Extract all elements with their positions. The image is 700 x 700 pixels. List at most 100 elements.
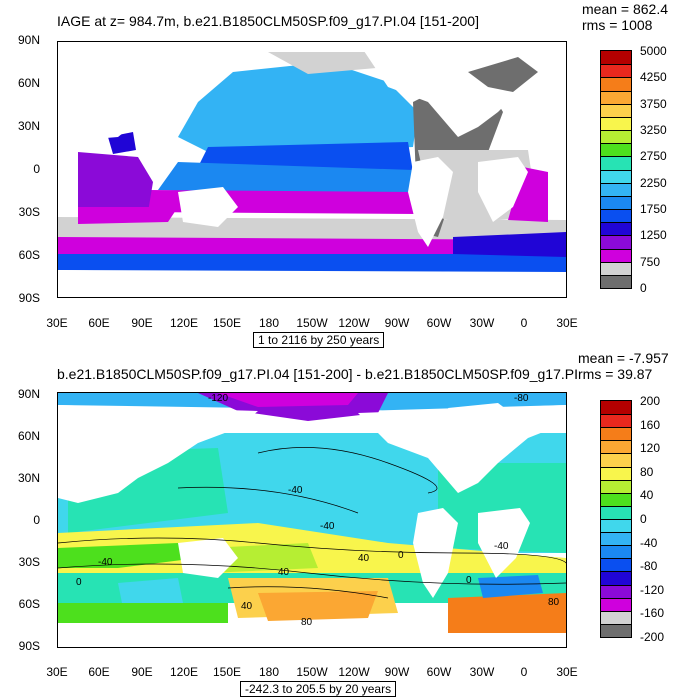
- colorbar-swatch: [601, 51, 631, 65]
- colorbar-label: 120: [640, 441, 661, 456]
- colorbar-swatch: [601, 90, 631, 105]
- colorbar-label: -80: [640, 559, 658, 574]
- colorbar-swatch: [601, 169, 631, 184]
- p2-contour-label-1: -80: [514, 393, 529, 404]
- p2-lat-60s: 60S: [18, 597, 40, 611]
- colorbar-swatch: [601, 466, 631, 481]
- p2-lat-0: 0: [33, 513, 40, 527]
- colorbar-label: 200: [640, 394, 661, 408]
- p2-lat-90s: 90S: [18, 639, 40, 653]
- colorbar-label: 2250: [640, 175, 667, 190]
- colorbar-label: 5000: [640, 44, 667, 58]
- p2-lon-5: 180: [258, 665, 280, 679]
- panel2-colorbar-labels: 200 160 120 80 40 0 -40 -80 -120 -160 -200: [640, 394, 700, 644]
- p1-lon-1: 60E: [88, 316, 110, 330]
- p1-lat-60s: 60S: [18, 248, 40, 262]
- colorbar-label: 80: [640, 464, 654, 479]
- p2-contour-label-9: 40: [241, 601, 253, 612]
- p2-lat-60n: 60N: [17, 429, 40, 443]
- colorbar-swatch: [601, 532, 631, 546]
- p2-lon-9: 60W: [426, 665, 452, 679]
- colorbar-swatch: [601, 584, 631, 599]
- colorbar-swatch: [601, 235, 631, 249]
- colorbar-swatch: [601, 492, 631, 507]
- panel2-contour-note: -242.3 to 205.5 by 20 years: [240, 681, 397, 697]
- panel1-rms: rms = 1008: [582, 17, 653, 33]
- colorbar-swatch: [601, 545, 631, 559]
- p1-lon-4: 150E: [212, 316, 242, 330]
- p2-lon-12: 30E: [556, 665, 578, 679]
- colorbar-swatch: [601, 519, 631, 533]
- p2-lon-0: 30E: [46, 665, 68, 679]
- colorbar-label: -40: [640, 535, 658, 550]
- p2-lat-30n: 30N: [17, 471, 40, 485]
- colorbar-swatch: [601, 610, 631, 625]
- colorbar-swatch: [601, 156, 631, 170]
- p2-contour-label-11: 80: [301, 617, 313, 628]
- p1-lat-30s: 30S: [18, 205, 40, 219]
- panel1-colorbar-labels: 5000 4250 3750 3250 2750 2250 1750 1250 750 0: [640, 44, 700, 295]
- colorbar-swatch: [601, 274, 631, 289]
- colorbar-label: 3750: [640, 96, 667, 111]
- colorbar-label: 3250: [640, 123, 667, 137]
- panel1-title: IAGE at z= 984.7m, b.e21.B1850CLM50SP.f0…: [57, 13, 479, 29]
- colorbar-label: 40: [640, 488, 654, 503]
- colorbar-label: 4250: [640, 70, 667, 85]
- colorbar-swatch: [601, 479, 631, 494]
- p2-lon-1: 60E: [88, 665, 110, 679]
- p2-contour-label-4: -40: [494, 541, 509, 552]
- p2-lon-6: 150W: [296, 665, 328, 679]
- p2-contour-label-3: -40: [320, 521, 335, 532]
- colorbar-swatch: [601, 453, 631, 468]
- p2-lon-11: 0: [520, 665, 528, 679]
- p1-lon-9: 60W: [426, 316, 452, 330]
- colorbar-label: 750: [640, 254, 661, 269]
- p1-lon-10: 30W: [469, 316, 495, 330]
- p2-contour-label-10: 0: [76, 577, 82, 588]
- colorbar-swatch: [601, 209, 631, 223]
- colorbar-swatch: [601, 248, 631, 263]
- colorbar-swatch: [601, 440, 631, 454]
- colorbar-swatch: [601, 103, 631, 118]
- panel2-title: b.e21.B1850CLM50SP.f09_g17.PI.04 [151-20…: [57, 366, 577, 382]
- panel1-colorbar: [600, 50, 632, 289]
- p1-lat-30n: 30N: [17, 119, 40, 133]
- p1-lon-6: 150W: [296, 316, 328, 330]
- p1-lon-8: 90W: [384, 316, 410, 330]
- p2-lon-8: 90W: [384, 665, 410, 679]
- p1-lon-5: 180: [258, 316, 280, 330]
- p2-lon-2: 90E: [131, 665, 153, 679]
- p2-contour-label-7: 0: [398, 550, 404, 561]
- p1-lon-12: 30E: [556, 316, 578, 330]
- p1-lon-2: 90E: [131, 316, 153, 330]
- colorbar-swatch: [601, 64, 631, 78]
- p2-lon-7: 120W: [338, 665, 370, 679]
- p1-lon-3: 120E: [169, 316, 199, 330]
- colorbar-swatch: [601, 597, 631, 612]
- colorbar-label: 1250: [640, 228, 667, 243]
- panel1-mean: mean = 862.4: [582, 1, 669, 17]
- colorbar-swatch: [601, 116, 631, 131]
- p1-lon-7: 120W: [338, 316, 370, 330]
- p1-lat-0: 0: [33, 162, 40, 176]
- panel2-colorbar: [600, 400, 632, 638]
- p1-lat-90n: 90N: [17, 33, 40, 47]
- p2-contour-label-12: 0: [466, 575, 472, 586]
- panel2-lon-axis: 30E 60E 90E 120E 150E 180 150W 120W 90W …: [37, 665, 587, 681]
- colorbar-swatch: [601, 571, 631, 586]
- colorbar-swatch: [601, 505, 631, 520]
- colorbar-label: -120: [640, 582, 665, 597]
- p2-contour-label-2: -40: [288, 485, 303, 496]
- colorbar-label: 1750: [640, 202, 667, 216]
- p1-lat-90s: 90S: [18, 291, 40, 305]
- colorbar-label: -200: [640, 630, 665, 644]
- colorbar-label: 0: [640, 281, 647, 295]
- p2-contour-label-6: 40: [358, 553, 370, 564]
- colorbar-swatch: [601, 558, 631, 572]
- colorbar-swatch: [601, 143, 631, 157]
- p1-lon-11: 0: [520, 316, 528, 330]
- p2-lat-90n: 90N: [17, 387, 40, 401]
- p2-lon-3: 120E: [169, 665, 199, 679]
- panel1-map: [57, 41, 567, 298]
- colorbar-swatch: [601, 623, 631, 638]
